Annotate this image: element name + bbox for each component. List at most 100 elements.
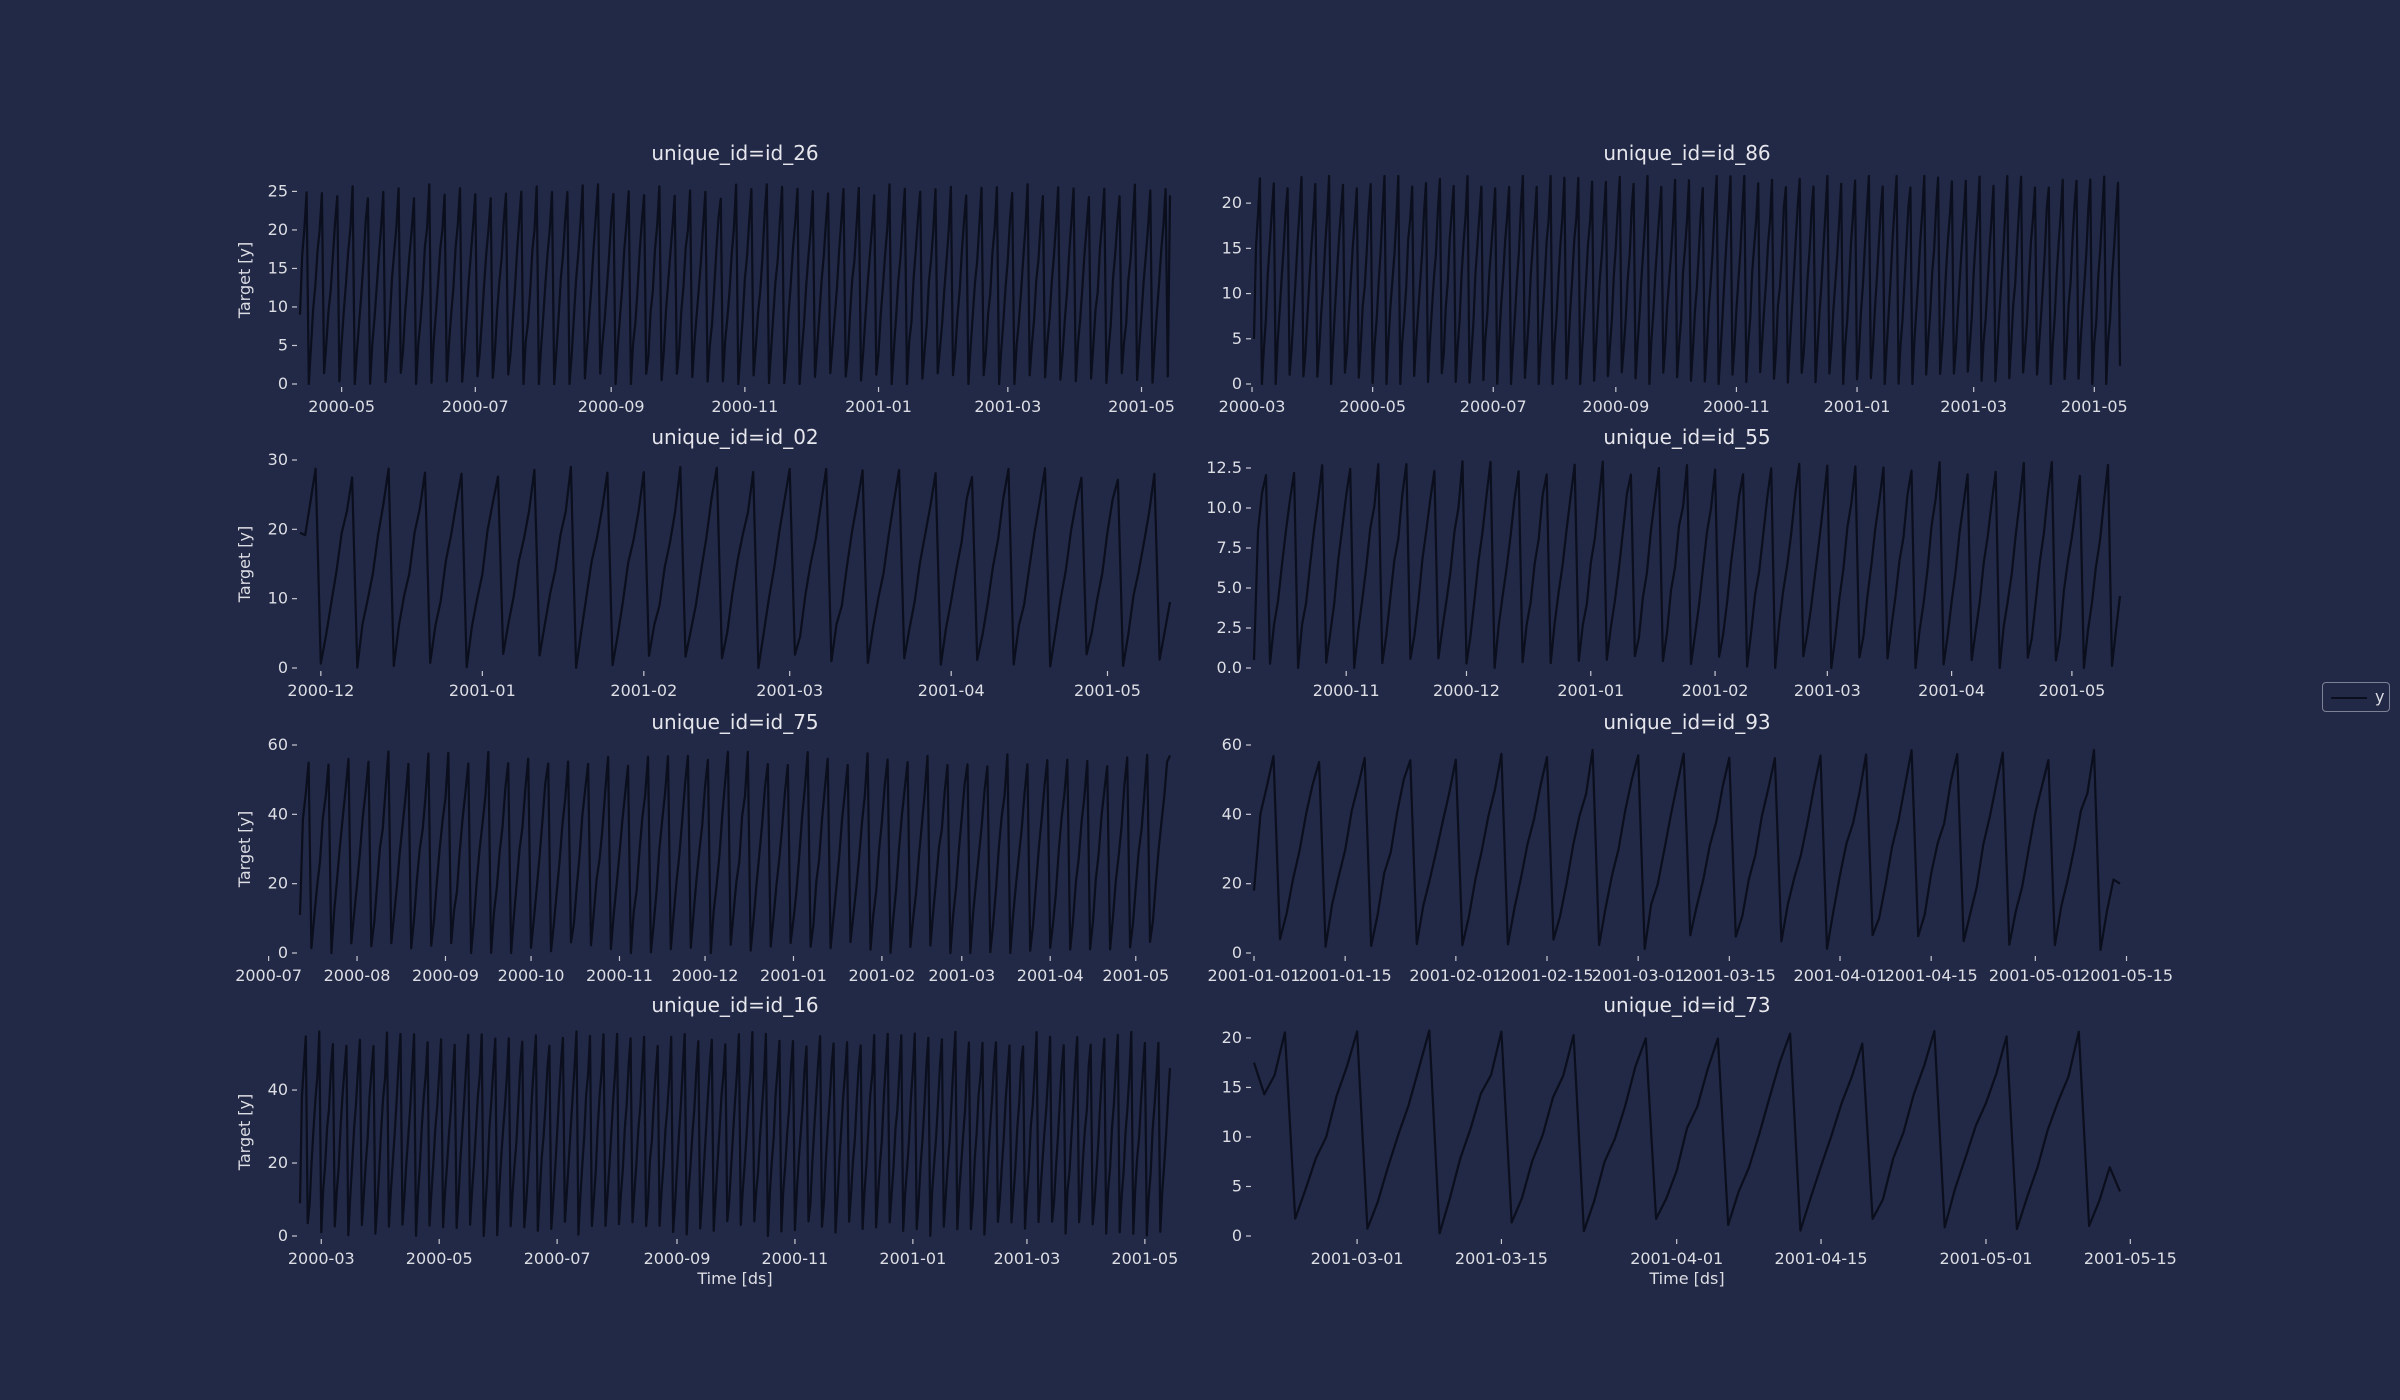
y-tick-label: 20 [268,519,288,538]
x-tick-label: 2001-02-01 [1409,966,1502,985]
x-tick-label: 2000-07 [442,397,509,416]
x-tick-label: 2000-09 [412,966,479,985]
y-tick-label: 0 [1232,374,1242,393]
y-tick-label: 5 [278,335,288,354]
x-tick-label: 2001-05-15 [2080,966,2173,985]
panel-title: unique_id=id_73 [1603,993,1770,1017]
x-tick-label: 2001-03 [928,966,995,985]
legend: y [2322,682,2390,712]
y-axis-label: Target [y] [235,811,254,889]
x-tick-label: 2001-05-15 [2084,1249,2177,1268]
x-tick-label: 2000-07 [235,966,302,985]
y-tick-label: 5 [1232,329,1242,348]
x-tick-label: 2001-01 [879,1249,946,1268]
x-axis-label: Time [ds] [1648,1269,1724,1288]
y-tick-label: 0 [1232,1226,1242,1245]
x-tick-label: 2001-05 [1102,966,1169,985]
x-tick-label: 2001-03 [994,1249,1061,1268]
panel-2: unique_id=id_86 0 5 10 15 20 2000-03 2000-05 200… [1219,141,2128,416]
x-tick-label: 2000-12 [672,966,739,985]
y-axis-label: Target [y] [235,526,254,604]
x-tick-label: 2001-01 [1824,397,1891,416]
y-tick-label: 20 [1222,193,1242,212]
x-tick-label: 2000-08 [324,966,391,985]
y-tick-label: 60 [1222,735,1242,754]
x-tick-label: 2000-07 [524,1249,591,1268]
x-tick-label: 2001-01 [845,397,912,416]
panel-5: unique_id=id_75 0 20 40 60 2000-07 2000-08 2000… [235,710,1172,985]
x-tick-label: 2001-02 [848,966,915,985]
y-tick-label: 40 [1222,804,1242,823]
y-tick-label: 10 [1222,284,1242,303]
y-tick-label: 2.5 [1217,618,1242,637]
y-tick-label: 15 [268,258,288,277]
x-tick-label: 2000-12 [1433,681,1500,700]
panel-4: unique_id=id_55 0.0 2.5 5.0 7.5 10.0 12.5 2000-… [1206,425,2122,700]
x-tick-label: 2001-04 [1918,681,1985,700]
x-tick-label: 2000-10 [498,966,565,985]
series-line-y [1252,748,2121,952]
x-tick-label: 2000-03 [288,1249,355,1268]
series-line-y [1252,174,2122,386]
x-tick-label: 2001-04 [1017,966,1084,985]
x-tick-label: 2001-01 [449,681,516,700]
x-axis-label: Time [ds] [696,1269,772,1288]
y-tick-label: 15 [1222,238,1242,257]
x-tick-label: 2000-11 [586,966,653,985]
x-tick-label: 2001-02-15 [1501,966,1594,985]
y-tick-label: 5 [1232,1176,1242,1195]
x-tick-label: 2000-05 [1339,397,1406,416]
x-tick-label: 2000-03 [1219,397,1286,416]
x-tick-label: 2001-03 [1794,681,1861,700]
y-tick-label: 20 [1222,1028,1242,1047]
panel-3: unique_id=id_02 0 10 20 30 2000-12 2001-01 2001… [235,425,1172,700]
y-tick-label: 25 [268,181,288,200]
y-tick-label: 0 [278,658,288,677]
y-tick-label: 20 [1222,874,1242,893]
x-tick-label: 2000-11 [711,397,778,416]
y-tick-label: 15 [1222,1077,1242,1096]
panel-7: unique_id=id_16 0 20 40 2000-03 2000-05 2000-0… [235,993,1178,1288]
x-tick-label: 2000-11 [762,1249,829,1268]
y-axis-label: Target [y] [235,1094,254,1172]
y-tick-label: 10 [1222,1127,1242,1146]
x-tick-label: 2001-05 [1108,397,1175,416]
y-tick-label: 0 [1232,943,1242,962]
panel-title: unique_id=id_16 [651,993,818,1017]
x-tick-label: 2001-03-01 [1592,966,1685,985]
y-tick-label: 10.0 [1206,498,1242,517]
panel-title: unique_id=id_75 [651,710,818,734]
x-tick-label: 2001-01 [1557,681,1624,700]
y-tick-label: 0 [278,374,288,393]
x-tick-label: 2001-05 [1074,681,1141,700]
y-tick-label: 10 [268,297,288,316]
x-tick-label: 2001-03 [974,397,1041,416]
x-tick-label: 2000-05 [308,397,375,416]
series-line-y [1252,1029,2122,1235]
x-tick-label: 2000-09 [1582,397,1649,416]
x-tick-label: 2000-11 [1313,681,1380,700]
x-tick-label: 2001-03 [1940,397,2007,416]
y-tick-label: 40 [268,804,288,823]
y-tick-label: 5.0 [1217,578,1242,597]
x-tick-label: 2001-04-15 [1885,966,1978,985]
x-tick-label: 2001-03-15 [1683,966,1776,985]
x-tick-label: 2001-04-01 [1794,966,1887,985]
x-tick-label: 2001-04 [918,681,985,700]
panel-6: unique_id=id_93 0 20 40 60 2001-01-012001-01-… [1208,710,2173,985]
series-line-y [299,465,1172,670]
series-line-y [1252,460,2122,670]
panel-title: unique_id=id_02 [651,425,818,449]
y-tick-label: 20 [268,1153,288,1172]
x-tick-label: 2001-02 [1682,681,1749,700]
x-tick-label: 2001-05-01 [1989,966,2082,985]
x-tick-label: 2001-05-01 [1939,1249,2032,1268]
y-tick-label: 20 [268,874,288,893]
y-tick-label: 0.0 [1217,658,1242,677]
x-tick-label: 2000-12 [287,681,354,700]
y-axis-label: Target [y] [235,242,254,320]
series-line-y [298,183,1172,386]
x-tick-label: 2001-05 [1111,1249,1178,1268]
y-tick-label: 10 [268,589,288,608]
